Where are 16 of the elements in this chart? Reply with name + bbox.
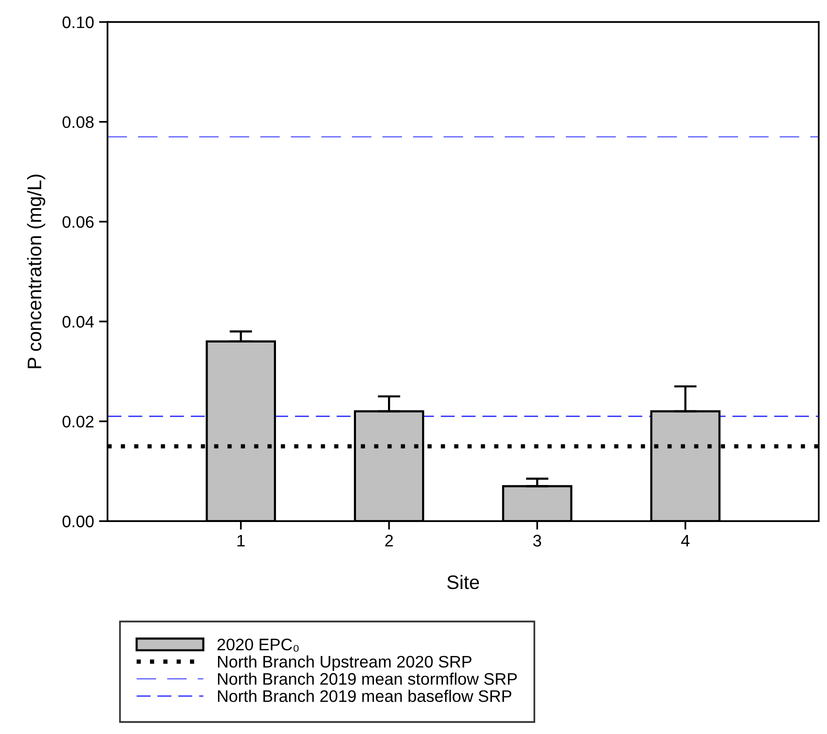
y-axis-title: P concentration (mg/L) [27,174,46,368]
legend-label: North Branch 2019 mean stormflow SRP [218,672,517,685]
y-tick-label: 0.06 [62,216,94,228]
x-tick-label: 3 [533,534,542,547]
x-tick-label: 4 [681,534,690,546]
y-tick-label: 0.02 [62,416,94,428]
y-tick-label: 0.00 [62,516,94,528]
legend-label: North Branch 2019 mean baseflow SRP [218,690,512,702]
legend-label: North Branch Upstream 2020 SRP [218,655,472,671]
y-tick-label: 0.10 [62,16,94,28]
x-axis-title: Site [447,574,480,590]
y-tick-label: 0.08 [62,116,94,128]
x-tick-label: 2 [385,534,393,546]
legend-label: 2020 EPC₀ [217,638,299,652]
y-tick-label: 0.04 [62,316,94,328]
x-tick-label: 1 [238,534,245,546]
